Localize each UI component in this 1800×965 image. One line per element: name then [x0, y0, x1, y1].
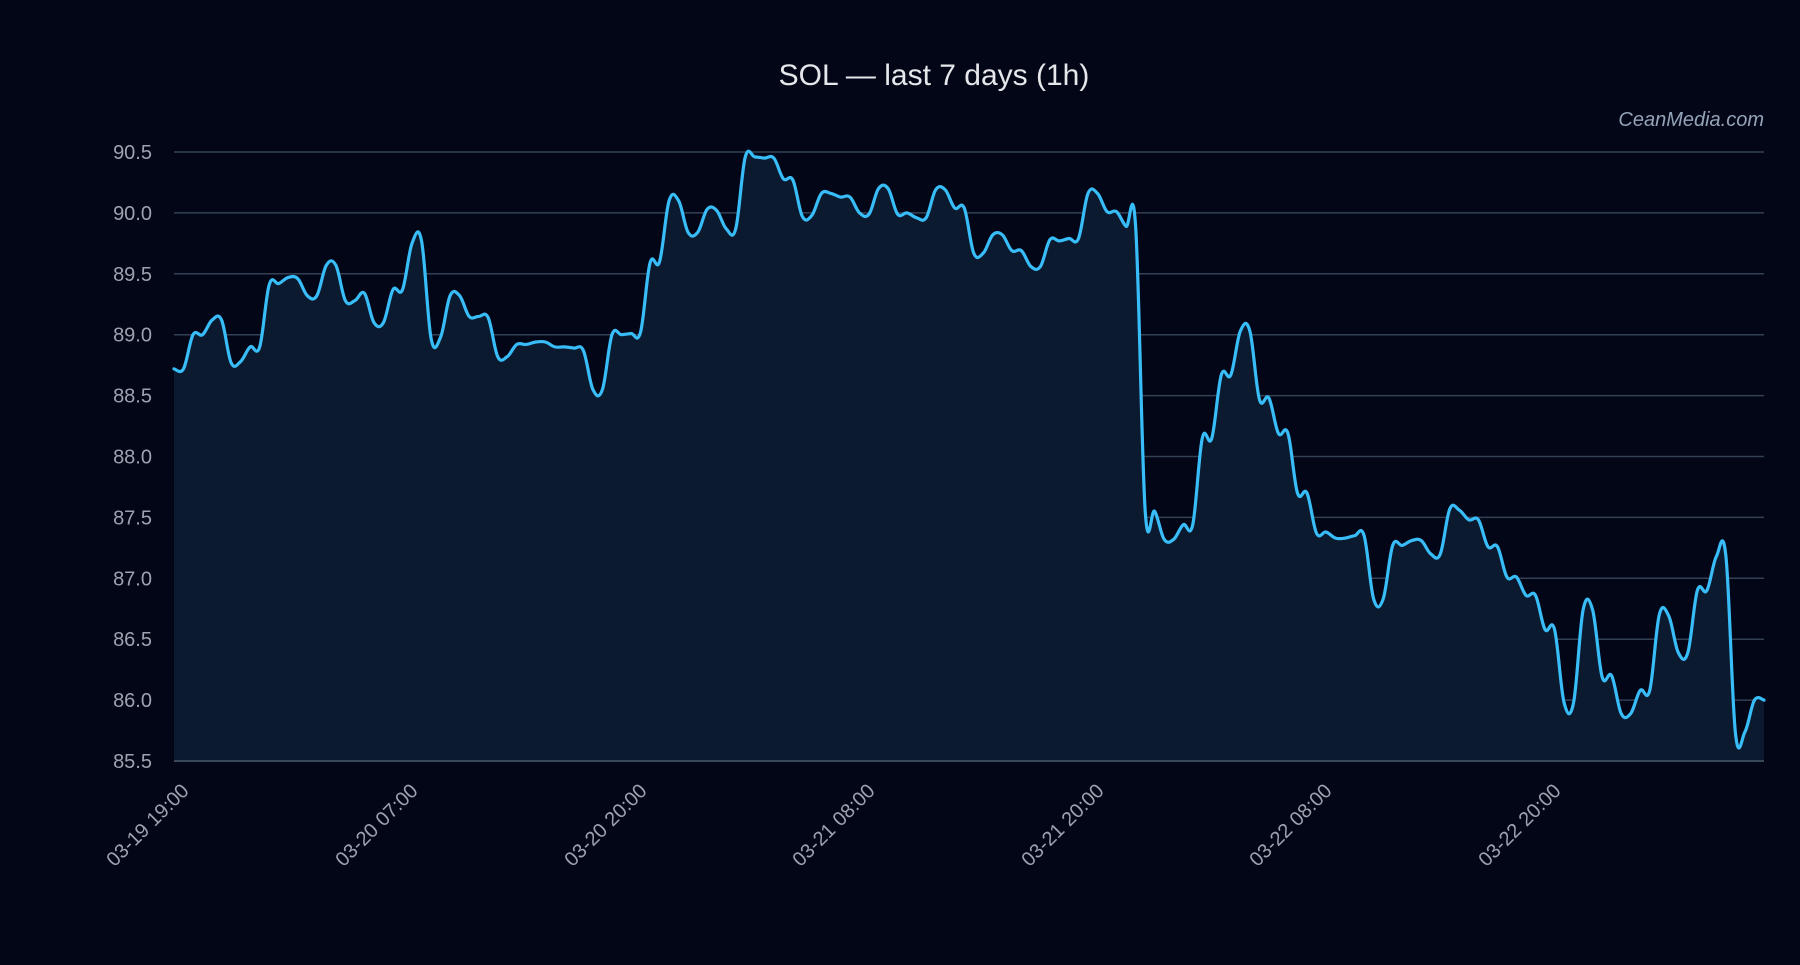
- y-tick-label: 90.5: [113, 142, 152, 164]
- y-tick-label: 88.0: [113, 447, 152, 469]
- y-tick-label: 86.0: [113, 690, 152, 712]
- price-line: [172, 149, 1766, 750]
- y-tick-label: 89.0: [113, 325, 152, 347]
- y-tick-label: 90.0: [113, 203, 152, 225]
- chart-title: SOL — last 7 days (1h): [779, 59, 1090, 92]
- y-tick-label: 85.5: [113, 751, 152, 773]
- y-axis-ticks: 85.5 86.0 86.5 87.0 87.5 88.0 88.5 89.0 89.5 90.0…: [113, 142, 152, 773]
- y-tick-label: 86.5: [113, 629, 152, 651]
- y-tick-label: 89.5: [113, 264, 152, 286]
- price-area-fill: [174, 151, 1764, 762]
- y-tick-label: 87.0: [113, 568, 152, 590]
- y-tick-label: 87.5: [113, 507, 152, 529]
- y-tick-label: 88.5: [113, 386, 152, 408]
- watermark-text: CeanMedia.com: [1618, 109, 1764, 131]
